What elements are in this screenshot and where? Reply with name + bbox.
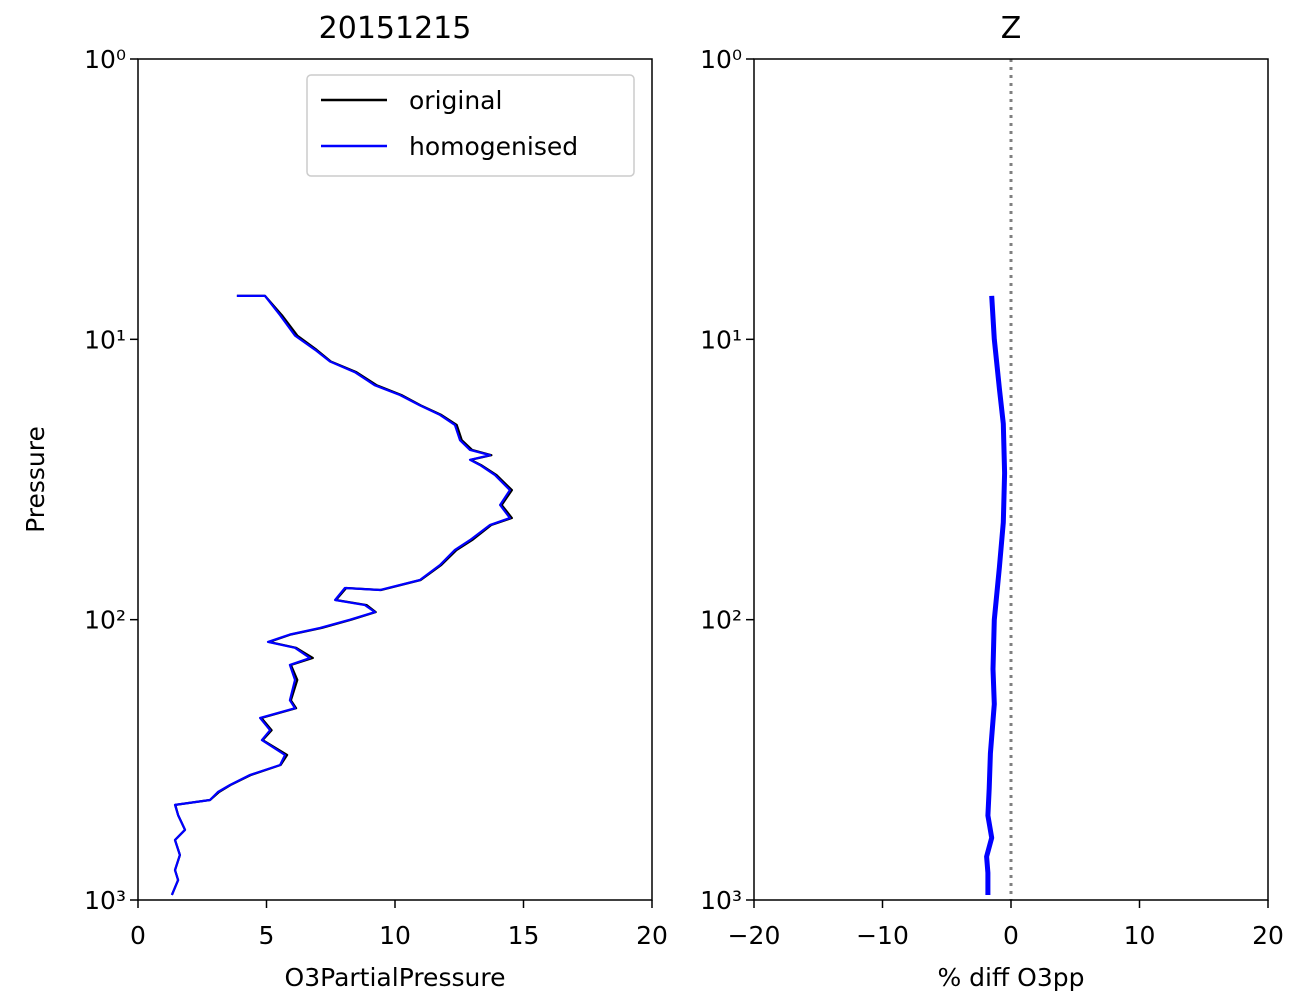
x-tick-label: −10 (856, 921, 909, 950)
x-axis-label: O3PartialPressure (285, 963, 506, 992)
series-line (170, 294, 511, 896)
x-tick-label: 0 (130, 921, 146, 950)
x-tick-label: 20 (636, 921, 668, 950)
y-tick-label: 10² (84, 606, 126, 635)
x-tick-label: 0 (1003, 921, 1019, 950)
x-axis-label: % diff O3pp (937, 963, 1084, 992)
y-tick-label: 10⁰ (84, 45, 126, 74)
x-tick-label: 10 (379, 921, 411, 950)
x-tick-label: 15 (508, 921, 540, 950)
x-tick-label: −20 (728, 921, 781, 950)
x-tick-label: 5 (259, 921, 275, 950)
series-line (984, 295, 1008, 895)
series-line (170, 294, 513, 896)
chart-title: 20151215 (319, 11, 472, 46)
plot-frame (753, 58, 1269, 901)
y-tick-label: 10³ (84, 886, 126, 915)
x-tick-label: 10 (1124, 921, 1156, 950)
y-tick-label: 10² (700, 606, 742, 635)
legend-label: original (409, 86, 502, 115)
y-axis-label: Pressure (21, 426, 50, 533)
chart-title: Z (1001, 11, 1022, 46)
x-tick-label: 20 (1252, 921, 1284, 950)
legend-box (306, 74, 635, 177)
y-tick-label: 10¹ (84, 325, 126, 354)
y-tick-label: 10¹ (700, 325, 742, 354)
y-tick-label: 10⁰ (700, 45, 742, 74)
legend-label: homogenised (409, 132, 578, 161)
plot-frame (137, 58, 653, 901)
y-tick-label: 10³ (700, 886, 742, 915)
